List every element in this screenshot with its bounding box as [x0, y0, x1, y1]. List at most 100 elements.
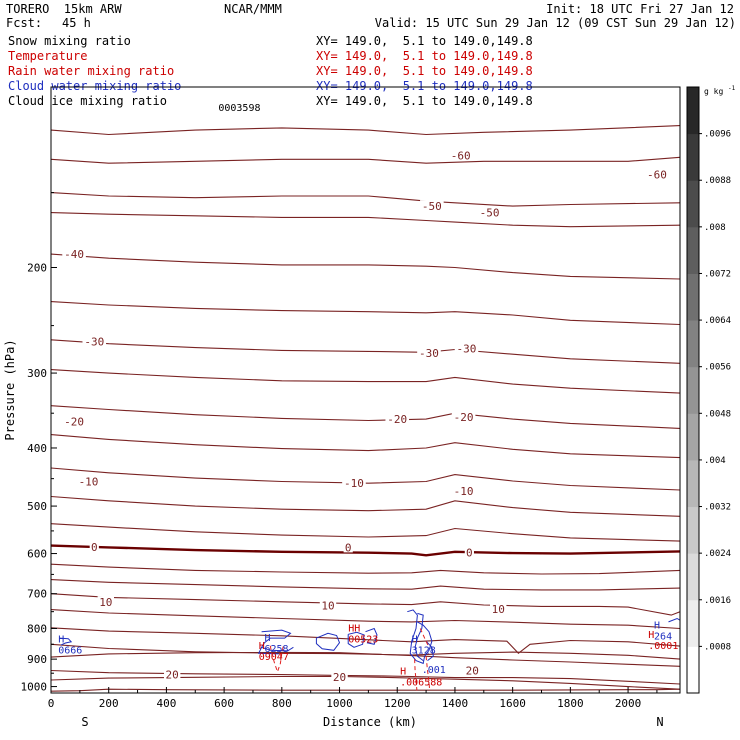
- isotherm-label-bg: [464, 546, 474, 558]
- colorbar-segment: [687, 506, 699, 554]
- x-tick-label: 1200: [384, 697, 411, 710]
- isotherm-label: -30: [84, 336, 104, 349]
- isotherm-label-bg: [464, 664, 481, 676]
- y-tick-label: 700: [27, 588, 47, 601]
- rain-contour: [414, 659, 418, 691]
- isotherm-label-bg: [477, 206, 502, 218]
- x-tick-label: 1600: [499, 697, 526, 710]
- colorbar-tick-label: .0056: [704, 363, 731, 373]
- legend-rain-xy: XY= 149.0, 5.1 to 149.0,149.8: [316, 64, 533, 78]
- legend-cloudice-name: Cloud ice mixing ratio: [8, 94, 167, 108]
- maximum-value: 6258: [265, 644, 289, 655]
- isotherm-line: [50, 405, 681, 429]
- maximum-marker: H: [58, 635, 64, 646]
- x-tick-label: 400: [156, 697, 176, 710]
- isotherm-line: [50, 369, 681, 394]
- isotherm-line: [50, 643, 681, 660]
- maximum-marker: H: [259, 641, 265, 652]
- isotherm-label-bg: [420, 200, 444, 212]
- colorbar-segment: [687, 87, 699, 135]
- isotherm-label-bg: [319, 599, 337, 611]
- x-tick-label: 2000: [615, 697, 642, 710]
- cloud-water-contour: [347, 631, 365, 648]
- isotherm-line: [50, 544, 681, 557]
- isotherm-label: 0: [345, 541, 352, 554]
- maximum-marker: H: [265, 633, 271, 644]
- contour-labels: -60 -60 -50 -50 -40 -30 -30 -30 -20 -20 -20 -10 -10 -…: [62, 149, 669, 684]
- maximum-value: 09047: [259, 652, 289, 663]
- legend-temp-name: Temperature: [8, 49, 88, 63]
- isotherm-line: [50, 434, 681, 459]
- legend-snow-name: Snow mixing ratio: [8, 34, 131, 48]
- isotherm-label-bg: [454, 342, 479, 354]
- isotherm-label-bg: [62, 415, 86, 427]
- y-tick-label: 500: [27, 500, 47, 513]
- maximum-value: 3128: [412, 646, 436, 657]
- legend-cloudwater-xy: XY= 149.0, 5.1 to 149.0,149.8: [316, 79, 533, 93]
- isotherm-line: [50, 627, 681, 655]
- isotherm-label: 20: [466, 664, 479, 677]
- colorbar-segment: [687, 273, 699, 321]
- legend-cloudwater-name: Cloud water mixing ratio: [8, 79, 182, 93]
- isotherm-label: 0: [91, 541, 98, 554]
- colorbar-segment: [687, 413, 699, 461]
- isotherm-label: -20: [387, 413, 407, 426]
- isotherm-label: -10: [79, 476, 99, 489]
- maximum-value: .0001: [648, 641, 678, 652]
- isotherm-label: 10: [321, 600, 334, 613]
- isotherm-line: [50, 253, 681, 280]
- maximum-value: 264: [654, 631, 672, 642]
- colorbar-tick-label: .0096: [704, 130, 731, 140]
- x-tick-label: 1800: [557, 697, 584, 710]
- axes: 0 200 400 600 800 1000 1200 1400 1600 1800 2000200…: [21, 192, 658, 710]
- isotherm-line: [50, 563, 681, 575]
- fcst-hours: 45 h: [62, 16, 91, 30]
- cloud-water-contour: [260, 629, 294, 652]
- y-tick-label: 200: [27, 261, 47, 274]
- init-time: Init: 18 UTC Fri 27 Jan 12: [546, 2, 734, 16]
- isotherm-label: -30: [419, 347, 439, 360]
- y-tick-label: 800: [27, 622, 47, 635]
- colorbar-tick-label: .0072: [704, 269, 731, 279]
- isotherm-label-bg: [385, 413, 410, 425]
- colorbar-unit: g kg: [704, 87, 723, 96]
- x-tick-label: 600: [214, 697, 234, 710]
- isotherm-line: [50, 669, 681, 685]
- isotherm-label: -10: [344, 477, 364, 490]
- x-axis-title: Distance (km): [323, 715, 417, 729]
- colorbar-tick-label: .0088: [704, 176, 731, 186]
- isotherm-label-bg: [76, 475, 101, 487]
- maximum-value: .006588: [400, 678, 442, 689]
- isotherm-label-bg: [97, 596, 115, 608]
- x-tick-label: 200: [99, 697, 119, 710]
- cloud-water-contour: [425, 640, 434, 661]
- isotherm-label-bg: [451, 410, 476, 422]
- isotherm-label: 20: [333, 671, 346, 684]
- colorbar-tick-label: .008: [704, 223, 726, 233]
- cloud-water-contour: [668, 617, 681, 623]
- cloud-water-contour: [365, 627, 378, 645]
- legend-snow-xy: XY= 149.0, 5.1 to 149.0,149.8: [316, 34, 533, 48]
- isotherm-line: [50, 339, 681, 364]
- cloud-water-contour: [59, 637, 73, 646]
- isotherm-label-bg: [82, 335, 107, 347]
- isotherm-label: 10: [99, 596, 112, 609]
- isotherm-label: 10: [492, 603, 505, 616]
- isotherm-line: [50, 579, 681, 591]
- y-tick-label: 300: [27, 367, 47, 380]
- isotherm-line: [50, 156, 681, 164]
- isotherm-label: -60: [451, 149, 471, 162]
- x-axis-right-end: N: [656, 715, 663, 729]
- isotherm-line: [50, 125, 681, 136]
- colorbar-tick-label: .0008: [704, 642, 731, 652]
- x-axis-left-end: S: [81, 715, 88, 729]
- y-tick-label: 400: [27, 442, 47, 455]
- plot-frame: [50, 86, 681, 694]
- isotherm-label-bg: [89, 540, 99, 552]
- maximum-marker: HH: [348, 624, 360, 635]
- isotherm-label: -60: [647, 169, 667, 182]
- colorbar-tick-label: .0064: [704, 316, 731, 326]
- colorbar-tick-label: .004: [704, 456, 726, 466]
